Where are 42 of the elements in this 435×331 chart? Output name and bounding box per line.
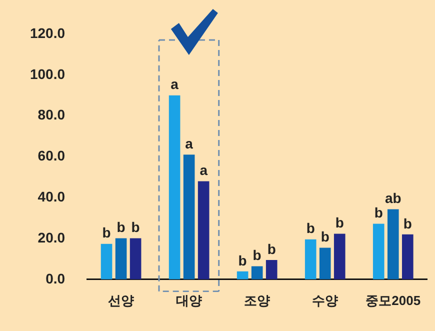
y-tick-label: 120.0: [30, 24, 66, 41]
bar: [198, 181, 210, 280]
bar: [319, 248, 331, 280]
bar: [251, 266, 263, 280]
x-tick-label: 대양: [176, 292, 202, 308]
bar: [130, 238, 142, 280]
bar: [183, 154, 195, 280]
bar: [372, 224, 384, 280]
y-tick-label: 100.0: [30, 66, 66, 82]
x-tick-label: 수양: [312, 292, 338, 308]
x-tick-label: 조양: [244, 292, 270, 308]
bar: [304, 239, 316, 280]
bar: [236, 271, 248, 280]
y-tick-label: 20.0: [38, 229, 66, 246]
data-label: b: [102, 224, 111, 241]
data-label: ab: [384, 190, 402, 206]
x-tick-label: 중모2005: [366, 292, 421, 308]
y-tick-label: 80.0: [38, 106, 66, 123]
data-label: b: [238, 252, 247, 268]
bar: [387, 209, 399, 280]
data-label: a: [170, 76, 179, 92]
data-label: a: [185, 136, 194, 152]
data-label: b: [374, 204, 383, 221]
data-label: b: [267, 240, 276, 257]
data-label: b: [335, 214, 344, 231]
data-label: b: [252, 247, 262, 264]
bar: [334, 234, 346, 280]
bar: [115, 238, 127, 280]
y-tick-label: 40.0: [38, 188, 66, 204]
data-label: b: [403, 215, 412, 232]
y-tick-label: 0.0: [46, 270, 66, 286]
data-label: b: [131, 219, 140, 236]
data-label: b: [306, 220, 315, 236]
bar: [100, 244, 112, 280]
bar: [168, 95, 180, 280]
data-label: a: [200, 162, 208, 178]
bar: [402, 234, 414, 280]
bar: [266, 260, 278, 280]
data-label: b: [116, 219, 126, 236]
x-tick-label: 선양: [108, 292, 134, 308]
data-label: b: [320, 228, 330, 245]
y-tick-label: 60.0: [38, 148, 66, 164]
